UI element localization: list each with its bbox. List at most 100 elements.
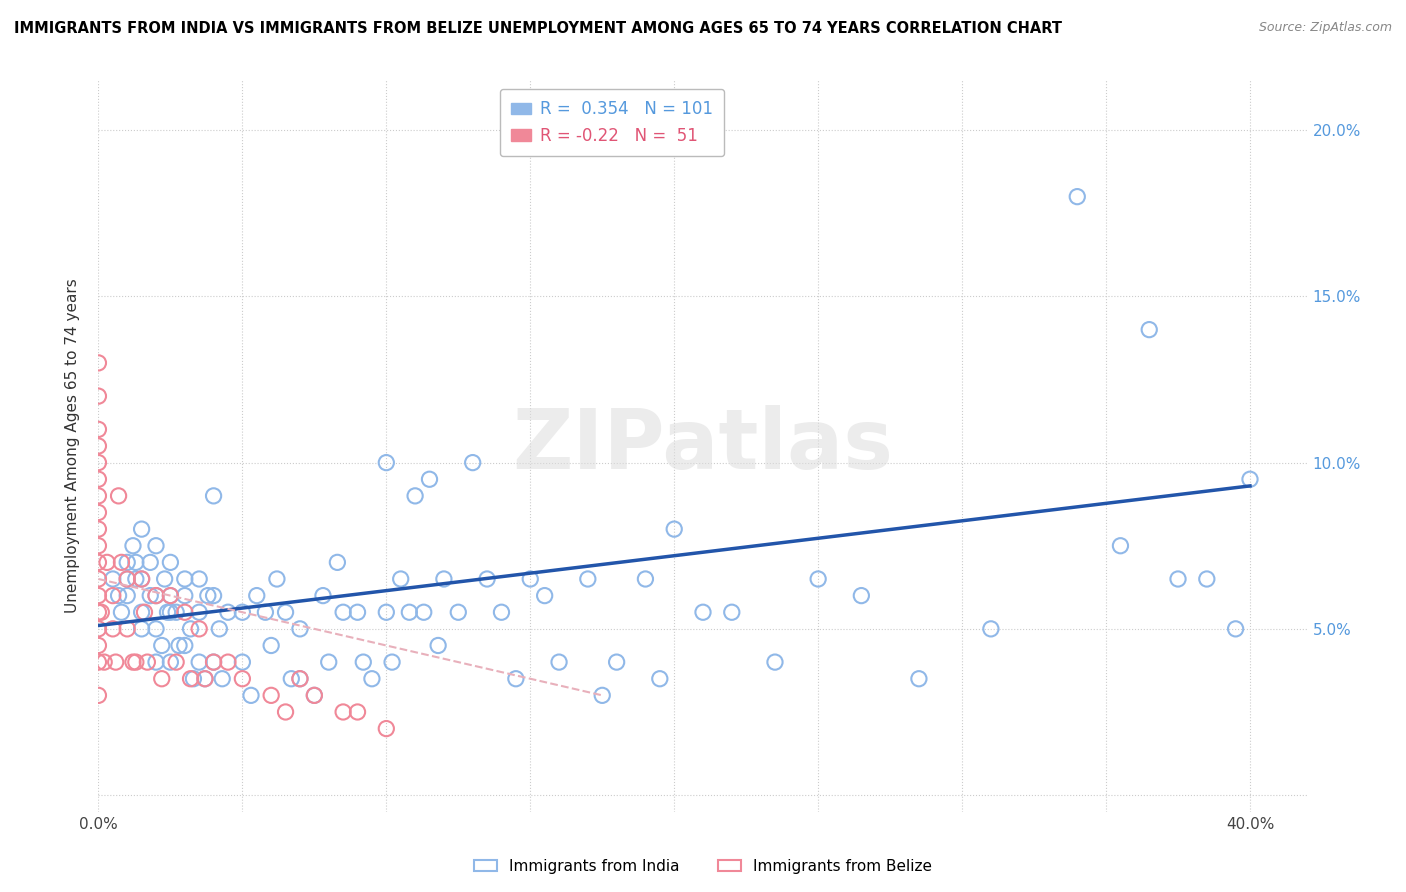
Point <box>87 622 110 636</box>
Point <box>188 655 211 669</box>
Point <box>122 655 145 669</box>
Point <box>139 555 162 569</box>
Point <box>87 456 110 470</box>
Point <box>851 589 873 603</box>
Point <box>304 689 326 703</box>
Point <box>254 605 277 619</box>
Point <box>318 655 340 669</box>
Point <box>274 705 297 719</box>
Point <box>115 622 138 636</box>
Point <box>231 605 253 619</box>
Point <box>1066 189 1088 203</box>
Point <box>461 456 484 470</box>
Point <box>763 655 786 669</box>
Point <box>1225 622 1247 636</box>
Point <box>332 705 354 719</box>
Point <box>145 539 167 553</box>
Point <box>87 655 110 669</box>
Point <box>150 639 173 653</box>
Point <box>167 639 190 653</box>
Point <box>908 672 931 686</box>
Point <box>332 605 354 619</box>
Point <box>131 522 153 536</box>
Point <box>115 572 138 586</box>
Point <box>208 622 231 636</box>
Point <box>240 689 263 703</box>
Point <box>87 539 110 553</box>
Point <box>202 655 225 669</box>
Point <box>1195 572 1218 586</box>
Point <box>807 572 830 586</box>
Point <box>173 639 195 653</box>
Point <box>183 672 205 686</box>
Point <box>107 489 129 503</box>
Point <box>131 572 153 586</box>
Point <box>87 439 110 453</box>
Point <box>202 589 225 603</box>
Point <box>93 655 115 669</box>
Point <box>136 655 159 669</box>
Point <box>398 605 420 619</box>
Point <box>87 572 110 586</box>
Point <box>122 539 145 553</box>
Point <box>648 672 671 686</box>
Point <box>125 572 148 586</box>
Point <box>87 555 110 569</box>
Point <box>125 655 148 669</box>
Point <box>231 672 253 686</box>
Point <box>90 605 112 619</box>
Point <box>231 655 253 669</box>
Point <box>389 572 412 586</box>
Point <box>475 572 498 586</box>
Point <box>87 489 110 503</box>
Point <box>211 672 233 686</box>
Point <box>104 655 127 669</box>
Point <box>433 572 456 586</box>
Point <box>664 522 686 536</box>
Point <box>288 672 311 686</box>
Point <box>634 572 657 586</box>
Point <box>150 672 173 686</box>
Point <box>87 506 110 520</box>
Point <box>418 472 440 486</box>
Point <box>110 605 132 619</box>
Point <box>274 605 297 619</box>
Point <box>180 622 202 636</box>
Point <box>115 589 138 603</box>
Point <box>720 605 742 619</box>
Point <box>260 689 283 703</box>
Point <box>87 389 110 403</box>
Point <box>87 605 110 619</box>
Point <box>1167 572 1189 586</box>
Point <box>1109 539 1132 553</box>
Point <box>381 655 404 669</box>
Point <box>427 639 450 653</box>
Point <box>346 605 368 619</box>
Point <box>217 655 239 669</box>
Point <box>87 472 110 486</box>
Text: Source: ZipAtlas.com: Source: ZipAtlas.com <box>1258 21 1392 34</box>
Point <box>361 672 384 686</box>
Point <box>159 655 181 669</box>
Point <box>131 572 153 586</box>
Legend: R =  0.354   N = 101, R = -0.22   N =  51: R = 0.354 N = 101, R = -0.22 N = 51 <box>499 88 724 156</box>
Point <box>145 655 167 669</box>
Point <box>87 356 110 370</box>
Point <box>375 605 398 619</box>
Point <box>375 722 398 736</box>
Point <box>404 489 426 503</box>
Point <box>87 422 110 436</box>
Point <box>505 672 527 686</box>
Point <box>312 589 335 603</box>
Point <box>131 622 153 636</box>
Point <box>153 572 176 586</box>
Point <box>692 605 714 619</box>
Point <box>491 605 513 619</box>
Point <box>110 555 132 569</box>
Point <box>533 589 555 603</box>
Point <box>188 605 211 619</box>
Point <box>145 622 167 636</box>
Point <box>107 589 129 603</box>
Point <box>101 589 124 603</box>
Point <box>202 489 225 503</box>
